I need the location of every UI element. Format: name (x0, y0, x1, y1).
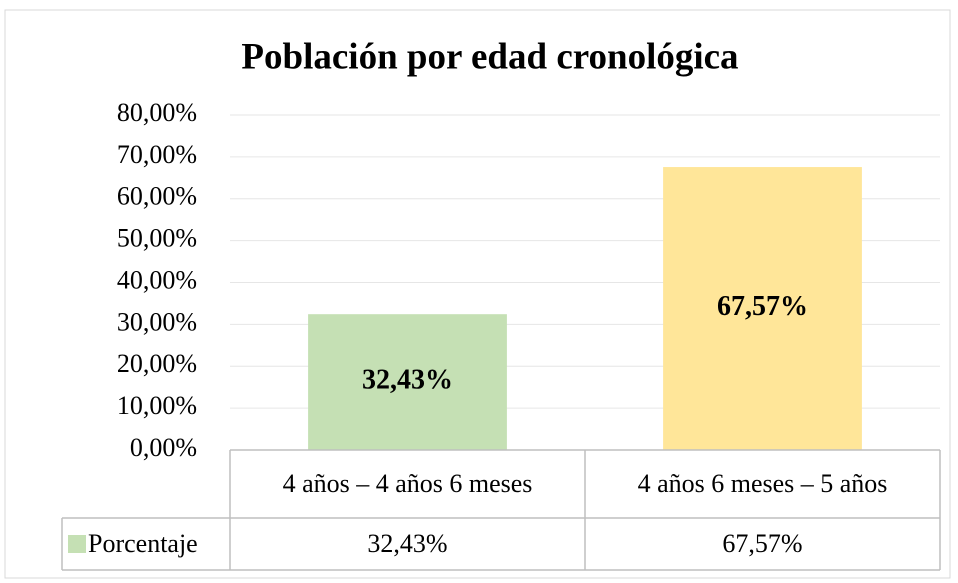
legend-key (68, 535, 86, 553)
table-value: 32,43% (367, 529, 448, 558)
bar (308, 314, 507, 450)
y-tick-label: 0,00% (130, 433, 197, 462)
y-tick-label: 70,00% (117, 140, 197, 169)
y-tick-label: 60,00% (117, 182, 197, 211)
chart-title: Población por edad cronológica (241, 36, 738, 77)
x-tick-label: 4 años – 4 años 6 meses (282, 469, 533, 498)
data-label: 67,57% (717, 291, 808, 322)
y-tick-label: 40,00% (117, 265, 197, 294)
bar (663, 167, 862, 450)
x-tick-label: 4 años 6 meses – 5 años (637, 469, 888, 498)
y-tick-label: 80,00% (117, 98, 197, 127)
chart-border (4, 9, 951, 579)
legend-label: Porcentaje (88, 529, 198, 558)
data-label: 32,43% (362, 365, 453, 396)
table-value: 67,57% (722, 529, 803, 558)
y-tick-label: 20,00% (117, 349, 197, 378)
y-tick-label: 10,00% (117, 391, 197, 420)
y-tick-label: 30,00% (117, 307, 197, 336)
y-tick-label: 50,00% (117, 224, 197, 253)
